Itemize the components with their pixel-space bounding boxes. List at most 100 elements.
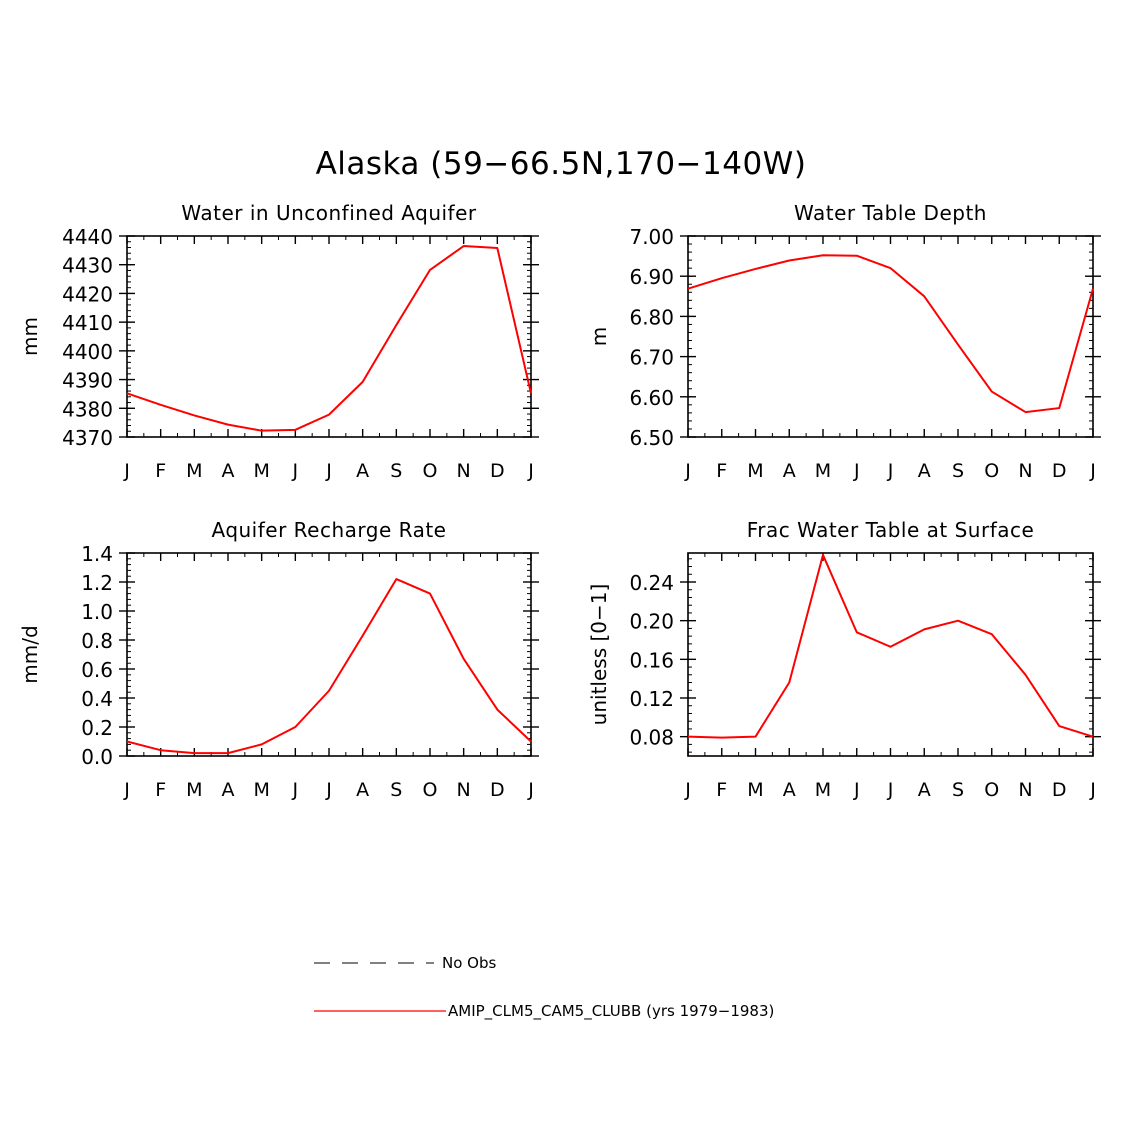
y-tick-label: 0.16 (629, 648, 674, 672)
y-tick-label: 4380 (62, 397, 113, 421)
x-tick-label: M (253, 779, 269, 801)
y-axis-label: m (587, 327, 611, 346)
x-tick-label: A (783, 460, 796, 482)
y-tick-label: 4370 (62, 426, 113, 450)
y-axis-label: mm/d (18, 625, 42, 683)
x-tick-label: M (815, 460, 831, 482)
y-tick-label: 0.08 (629, 726, 674, 750)
x-tick-label: J (292, 460, 299, 482)
x-tick-label: D (490, 779, 505, 801)
series-line (687, 254, 1094, 414)
y-tick-label: 0.20 (629, 610, 674, 634)
x-tick-label: M (186, 460, 202, 482)
x-tick-label: S (390, 779, 402, 801)
x-tick-label: A (222, 779, 235, 801)
y-tick-label: 4420 (62, 282, 113, 306)
x-tick-label: O (984, 779, 999, 801)
x-tick-label: A (918, 460, 931, 482)
y-tick-label: 6.80 (629, 305, 674, 329)
x-tick-label: M (186, 779, 202, 801)
plot-frame (687, 552, 1094, 757)
y-tick-label: 4410 (62, 311, 113, 335)
y-tick-label: 4430 (62, 254, 113, 278)
x-tick-label: F (716, 460, 727, 482)
legend: No Obs AMIP_CLM5_CAM5_CLUBB (yrs 1979−19… (312, 948, 872, 1038)
x-tick-label: F (716, 779, 727, 801)
y-tick-label: 6.70 (629, 346, 674, 370)
y-tick-label: 4390 (62, 369, 113, 393)
x-tick-label: J (684, 779, 691, 801)
y-tick-label: 6.90 (629, 265, 674, 289)
dashed-line-swatch (314, 962, 434, 964)
x-tick-label: J (887, 460, 894, 482)
y-tick-label: 0.8 (81, 629, 113, 653)
y-tick-label: 6.50 (629, 426, 674, 450)
x-tick-label: D (1052, 779, 1067, 801)
y-tick-label: 0.12 (629, 687, 674, 711)
x-tick-label: M (815, 779, 831, 801)
x-tick-label: A (918, 779, 931, 801)
y-tick-label: 0.6 (81, 658, 113, 682)
x-tick-label: F (155, 779, 166, 801)
legend-label-obs: No Obs (442, 954, 497, 972)
panel-title: Water in Unconfined Aquifer (181, 201, 477, 225)
x-tick-label: M (253, 460, 269, 482)
y-tick-label: 1.4 (81, 542, 113, 566)
x-tick-label: J (1089, 460, 1096, 482)
x-tick-label: J (123, 460, 130, 482)
y-tick-label: 0.4 (81, 687, 113, 711)
panel-title: Frac Water Table at Surface (747, 518, 1035, 542)
x-tick-label: J (325, 779, 332, 801)
y-tick-label: 7.00 (629, 225, 674, 249)
x-tick-label: J (853, 460, 860, 482)
legend-label-model: AMIP_CLM5_CAM5_CLUBB (yrs 1979−1983) (448, 1002, 775, 1020)
x-tick-label: J (527, 460, 534, 482)
x-tick-label: J (1089, 779, 1096, 801)
x-tick-label: O (423, 460, 438, 482)
x-tick-label: J (123, 779, 130, 801)
x-tick-label: S (390, 460, 402, 482)
solid-line-swatch (314, 1010, 446, 1012)
y-axis-label: unitless [0−1] (587, 584, 611, 726)
x-tick-label: M (747, 460, 763, 482)
series-line (126, 245, 532, 432)
x-tick-label: A (783, 779, 796, 801)
y-tick-label: 6.60 (629, 386, 674, 410)
page-title: Alaska (59−66.5N,170−140W) (315, 146, 807, 182)
series-line (126, 578, 532, 755)
panel-title: Water Table Depth (794, 201, 987, 225)
x-tick-label: J (684, 460, 691, 482)
y-tick-label: 1.2 (81, 571, 113, 595)
x-tick-label: A (222, 460, 235, 482)
y-axis-label: mm (18, 317, 42, 356)
x-tick-label: J (292, 779, 299, 801)
x-tick-label: N (1018, 779, 1032, 801)
series-line (687, 553, 1094, 739)
x-tick-label: N (1018, 460, 1032, 482)
y-tick-label: 1.0 (81, 600, 113, 624)
x-tick-label: D (490, 460, 505, 482)
panel-title: Aquifer Recharge Rate (211, 518, 446, 542)
y-tick-label: 0.2 (81, 716, 113, 740)
x-tick-label: J (527, 779, 534, 801)
x-tick-label: S (952, 460, 964, 482)
x-tick-label: J (325, 460, 332, 482)
x-tick-label: N (457, 779, 471, 801)
legend-item-obs: No Obs (312, 951, 496, 975)
x-tick-label: O (984, 460, 999, 482)
x-tick-label: A (356, 460, 369, 482)
x-tick-label: D (1052, 460, 1067, 482)
x-tick-label: N (457, 460, 471, 482)
legend-item-model: AMIP_CLM5_CAM5_CLUBB (yrs 1979−1983) (312, 999, 774, 1023)
y-tick-label: 0.0 (81, 745, 113, 769)
x-tick-label: M (747, 779, 763, 801)
y-tick-label: 4440 (62, 225, 113, 249)
x-tick-label: O (423, 779, 438, 801)
x-tick-label: J (887, 779, 894, 801)
x-tick-label: F (155, 460, 166, 482)
x-tick-label: S (952, 779, 964, 801)
